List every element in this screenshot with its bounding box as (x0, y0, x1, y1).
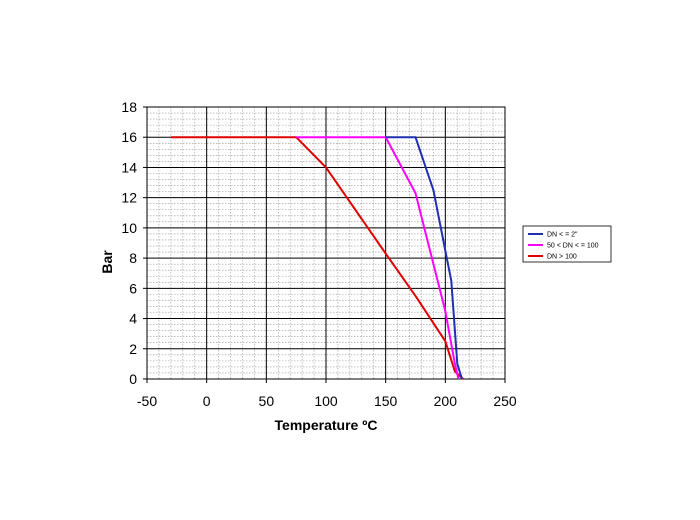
legend: DN < = 2" 50 < DN < = 100 DN > 100 (522, 225, 612, 263)
x-axis-title: Temperature ºC (275, 417, 378, 433)
y-tick-label: 4 (129, 311, 137, 327)
y-axis-title: Bar (99, 250, 115, 274)
y-tick-label: 8 (129, 250, 137, 266)
series-line (296, 136, 460, 380)
x-tick-label: 250 (493, 393, 517, 409)
y-tick-label: 10 (121, 220, 137, 236)
x-tick-label: 50 (259, 393, 275, 409)
y-tick-label: 0 (129, 371, 137, 387)
x-tick-label: 200 (434, 393, 458, 409)
y-tick-labels: 0 2 4 6 8 10 12 14 16 18 (121, 99, 137, 387)
x-tick-label: 0 (203, 393, 211, 409)
x-tick-labels: -50 0 50 100 150 200 250 (137, 393, 517, 409)
series-line (170, 136, 464, 380)
x-tick-label: -50 (137, 393, 157, 409)
y-tick-label: 16 (121, 129, 137, 145)
series-layer (170, 136, 464, 380)
x-tick-label: 150 (374, 393, 398, 409)
legend-label: DN < = 2" (547, 232, 578, 239)
legend-label: 50 < DN < = 100 (547, 243, 599, 250)
y-tick-label: 12 (121, 190, 137, 206)
tick-marks (143, 106, 506, 383)
legend-label: DN > 100 (547, 254, 577, 261)
x-tick-label: 100 (314, 393, 338, 409)
series-line (385, 136, 463, 380)
y-tick-label: 6 (129, 280, 137, 296)
y-tick-label: 14 (121, 159, 137, 175)
y-tick-label: 18 (121, 99, 137, 115)
y-tick-label: 2 (129, 341, 137, 357)
